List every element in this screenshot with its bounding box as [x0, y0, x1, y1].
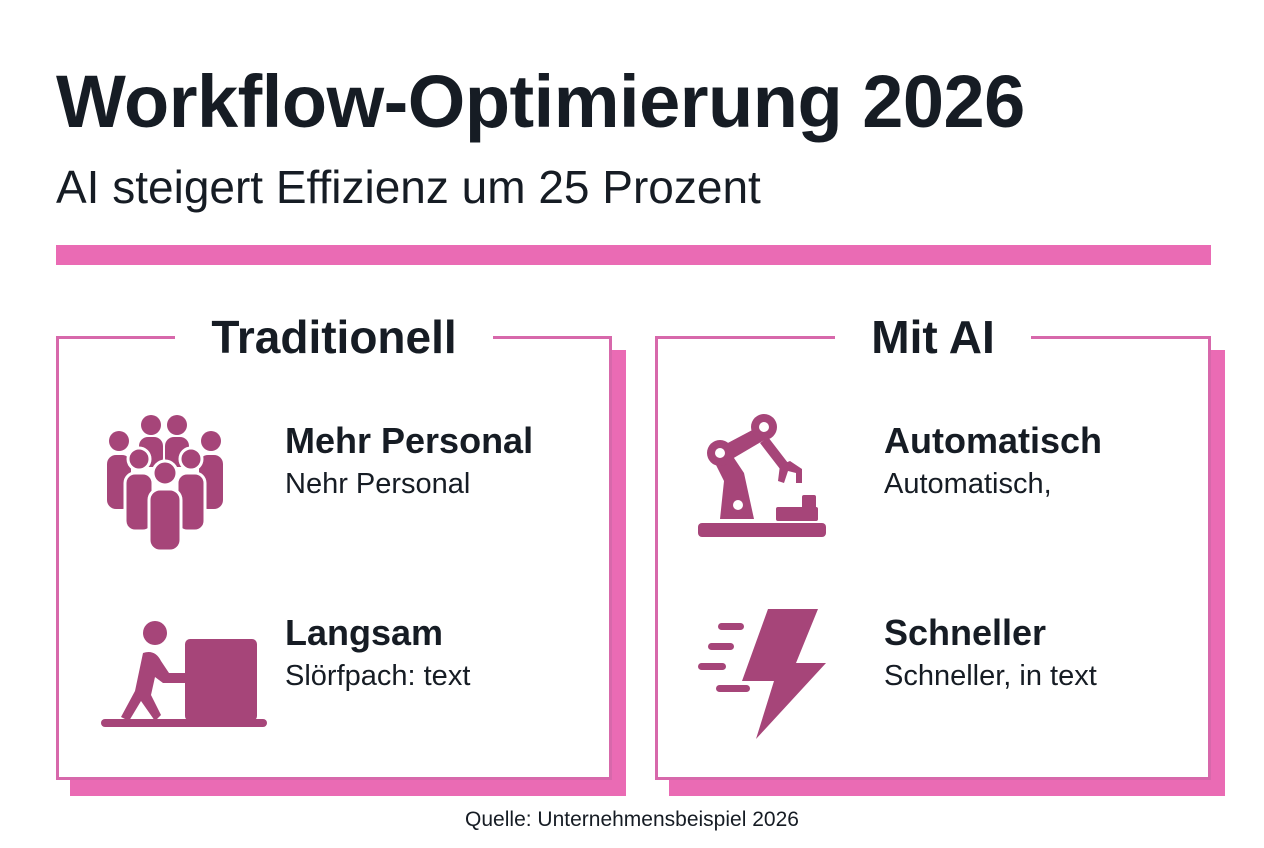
item-description: Schneller, in text — [884, 660, 1097, 692]
panel-title-wrapper: Mit AI — [658, 309, 1208, 365]
item-heading: Schneller — [884, 612, 1047, 653]
item-heading: Mehr Personal — [285, 420, 534, 461]
list-item-schneller: Schneller Schneller, in text — [658, 603, 1208, 743]
panel-title-mit-ai: Mit AI — [835, 309, 1031, 365]
group-of-people-icon — [99, 411, 269, 551]
robot-arm-icon — [698, 411, 868, 551]
item-heading: Automatisch — [884, 420, 1103, 461]
panel-mit-ai: Mit AI Automatisch Automatisch, — [655, 309, 1211, 780]
panel-title-wrapper: Traditionell — [59, 309, 609, 365]
panel-title-traditionell: Traditionell — [175, 309, 493, 365]
item-text: Automatisch Automatisch, — [884, 419, 1102, 503]
item-text: Langsam Slörfpach: text — [285, 611, 470, 695]
list-item-langsam: Langsam Slörfpach: text — [59, 603, 609, 743]
item-text: Mehr Personal Nehr Personal — [285, 419, 533, 503]
list-item-mehr-personal: Mehr Personal Nehr Personal — [59, 411, 609, 551]
item-description: Automatisch, — [884, 468, 1052, 500]
item-heading: Langsam — [285, 612, 444, 653]
page-title: Workflow-Optimierung 2026 — [56, 60, 1025, 143]
list-item-automatisch: Automatisch Automatisch, — [658, 411, 1208, 551]
item-description: Nehr Personal — [285, 468, 471, 500]
lightning-speed-icon — [698, 603, 868, 743]
item-text: Schneller Schneller, in text — [884, 611, 1097, 695]
source-caption: Quelle: Unternehmensbeispiel 2026 — [465, 808, 799, 831]
person-pushing-box-icon — [99, 603, 269, 743]
item-description: Slörfpach: text — [285, 660, 471, 692]
accent-divider — [56, 245, 1211, 265]
page-subtitle: AI steigert Effizienz um 25 Prozent — [56, 161, 761, 213]
panel-traditionell: Traditionell M — [56, 309, 612, 780]
